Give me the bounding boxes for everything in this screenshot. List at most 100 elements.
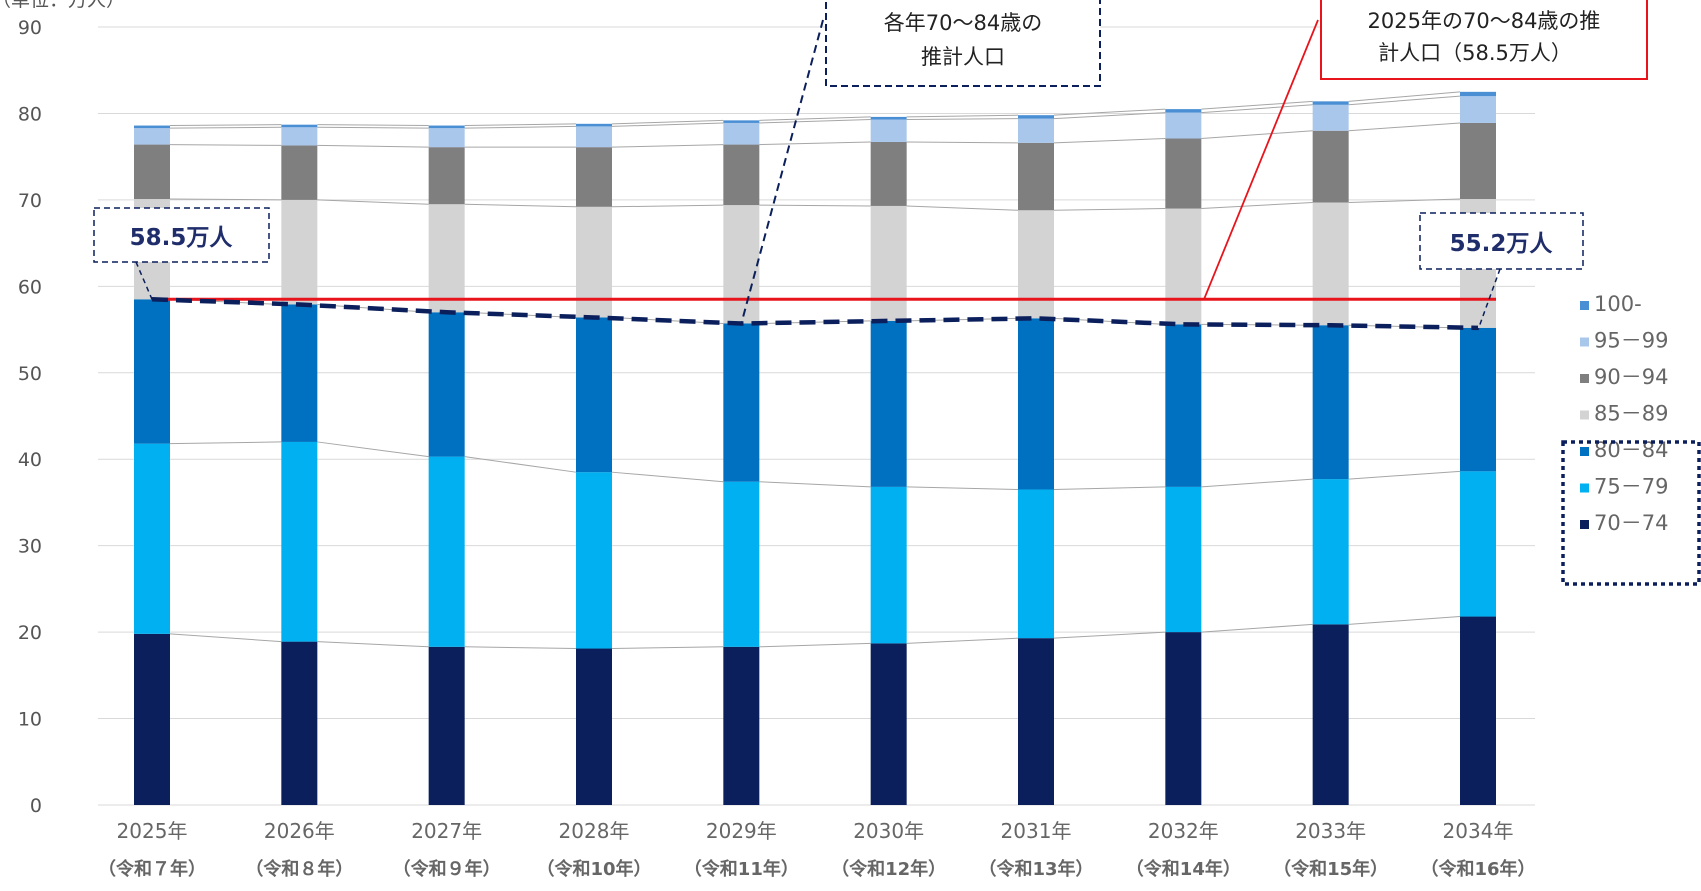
segment-connector (906, 118, 1019, 120)
bar-segment (870, 320, 907, 487)
bar-segment (576, 147, 612, 207)
callout-red-line1: 2025年の70～84歳の推 (1368, 9, 1601, 33)
y-tick-label: 80 (18, 103, 42, 125)
bar-segment (1312, 104, 1349, 131)
segment-connector (759, 481, 871, 488)
bar-segment (870, 116, 907, 120)
segment-connector (759, 116, 871, 121)
callout-left-text: 58.5万人 (130, 225, 234, 251)
y-tick-label: 70 (18, 190, 42, 212)
segment-connector (1201, 623, 1313, 633)
x-tick-label: 2033年 (1295, 819, 1366, 843)
bar-segment (576, 648, 612, 805)
segment-connector (611, 119, 724, 125)
bar-segment (1312, 101, 1349, 105)
bar-segment (576, 472, 612, 649)
bar-segment (428, 204, 465, 313)
grid-lines (98, 26, 1535, 806)
bar-segment (1018, 318, 1054, 490)
segment-connector (1348, 91, 1461, 102)
segment-connector (1201, 104, 1313, 114)
segment-connector (1053, 108, 1166, 116)
trend-line-group (151, 297, 1479, 331)
bar-segment (1165, 486, 1202, 633)
segment-connector (1053, 138, 1166, 144)
legend-highlight-box (1561, 440, 1701, 586)
bars (134, 91, 1496, 805)
x-sub-label: （令和10年） (536, 858, 651, 880)
x-tick-label: 2027年 (411, 819, 482, 843)
segment-connector (611, 144, 724, 148)
x-tick-label: 2026年 (264, 819, 335, 843)
callout-top-line2: 推計人口 (921, 45, 1005, 69)
bar-segment (576, 206, 612, 318)
bar-segment (576, 317, 612, 473)
segment-connector (169, 124, 282, 127)
segment-connector (1348, 616, 1461, 625)
bar-segment (1165, 109, 1202, 113)
bar-segment (723, 205, 760, 324)
bar-segment (134, 144, 170, 200)
segment-connector (317, 144, 429, 148)
bar-segment (281, 304, 318, 442)
y-tick-label: 60 (18, 276, 42, 298)
x-sub-label: （令和８年） (245, 858, 353, 880)
bar-segment (1312, 202, 1349, 326)
segment-connector (1201, 478, 1313, 488)
bar-segment (1018, 115, 1054, 119)
bar-segment (1460, 471, 1496, 617)
x-tick-label: 2025年 (117, 819, 188, 843)
bar-segment (281, 127, 318, 146)
legend-swatch (1580, 301, 1589, 310)
segment-connector (1201, 201, 1313, 210)
segment-connector (1348, 470, 1461, 480)
bar-segment (870, 205, 907, 321)
callout-red-box (1320, 0, 1648, 80)
callout-left-box (93, 207, 270, 263)
bar-segment (723, 646, 760, 805)
trend-line (151, 297, 1479, 331)
callout-top-box (825, 0, 1101, 87)
legend-label: 90－94 (1594, 365, 1668, 389)
x-tick-label: 2032年 (1148, 819, 1219, 843)
bar-segment (1312, 325, 1349, 480)
x-sub-label: （令和16年） (1420, 858, 1535, 880)
bar-segment (723, 122, 760, 145)
bar-segment (428, 147, 465, 205)
legend-label: 100- (1594, 292, 1642, 316)
axes: （単位：万人） 0 10 20 30 40 50 60 70 80 90 2025年 （令和７年） 202… (0, 0, 1536, 880)
callout-left-leader (135, 261, 153, 300)
bar-segment (428, 128, 465, 148)
bar-segment (428, 456, 465, 647)
segment-connector (317, 124, 429, 127)
segment-connector (464, 125, 577, 129)
x-tick-label: 2028年 (559, 819, 630, 843)
y-tick-label: 30 (18, 536, 42, 558)
y-unit-label: （単位：万人） (0, 0, 125, 11)
callout-red-line2: 計人口（58.5万人） (1378, 41, 1572, 65)
legend-swatch (1580, 410, 1589, 420)
segment-connector (1201, 100, 1313, 110)
bar-segment (1460, 91, 1496, 97)
bar-segment (428, 646, 465, 805)
y-tick-label: 50 (18, 363, 42, 385)
segment-connector (169, 633, 282, 643)
segment-connector (906, 205, 1019, 211)
bar-segment (1312, 624, 1349, 805)
y-tick-label: 90 (18, 17, 42, 39)
segment-connector (169, 198, 282, 201)
bar-segment (1312, 130, 1349, 203)
segment-connector (169, 144, 282, 146)
bar-segment (723, 481, 760, 647)
bar-segment (1460, 96, 1496, 123)
bar-segment (1460, 122, 1496, 200)
bar-segment (1165, 208, 1202, 325)
legend-swatch (1580, 337, 1589, 347)
segment-connector (464, 456, 577, 473)
callout-right-leader (1477, 268, 1501, 331)
segment-connector (759, 642, 871, 648)
segment-connector (317, 441, 429, 458)
bar-segment (1460, 616, 1496, 805)
